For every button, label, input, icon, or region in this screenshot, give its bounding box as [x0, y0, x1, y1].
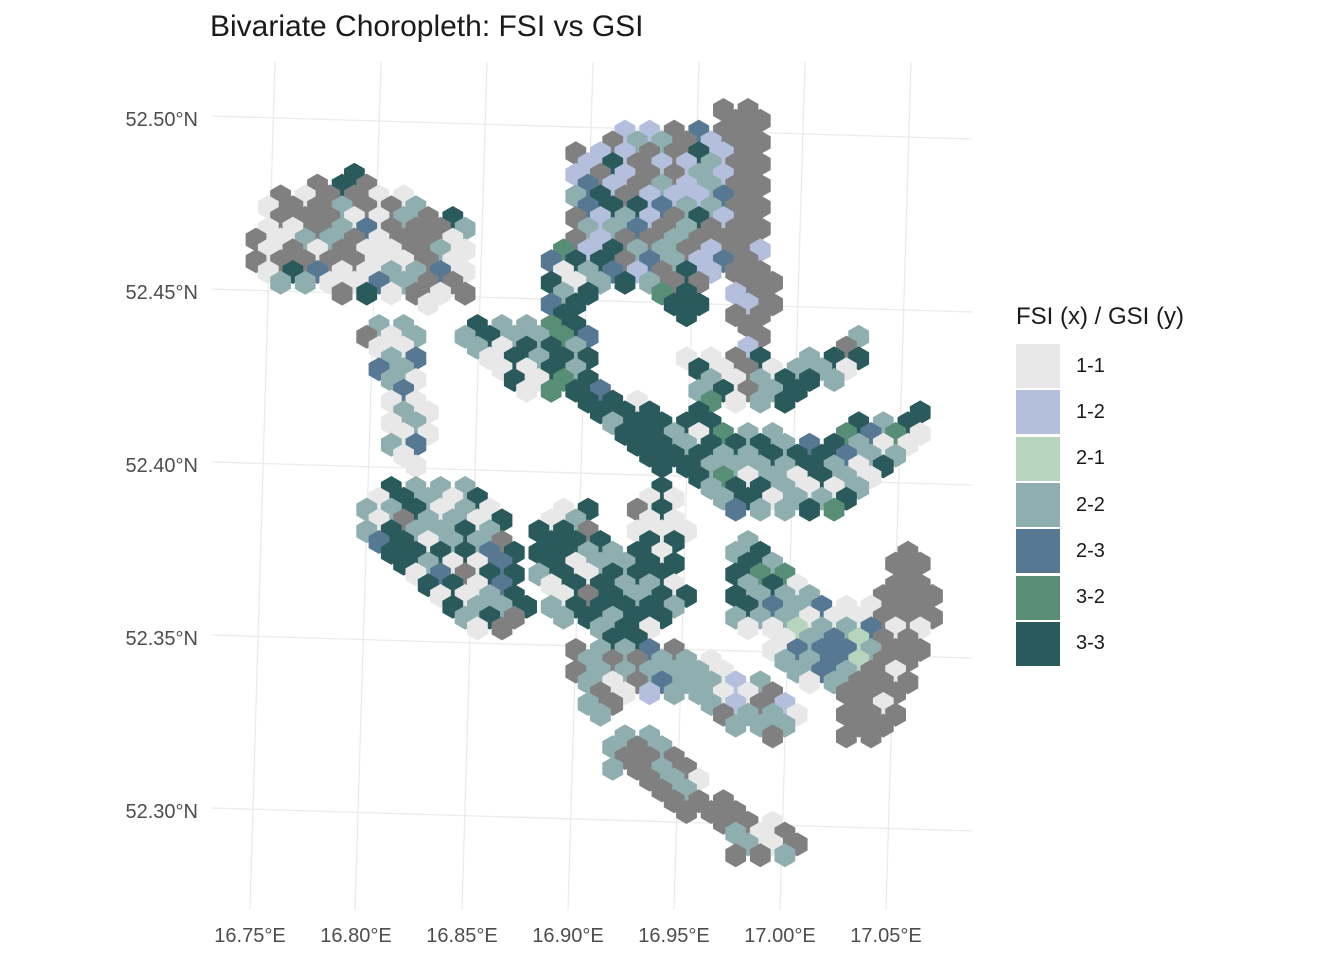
y-tick-label: 52.50°N — [126, 109, 199, 131]
hex-cell — [676, 303, 697, 328]
hex-cell — [799, 670, 820, 695]
legend-item: 3-2 — [1016, 574, 1184, 620]
legend-label: 3-3 — [1076, 632, 1105, 655]
hex-cell — [823, 368, 845, 392]
hex-cell — [774, 389, 796, 414]
legend-swatch — [1016, 575, 1060, 620]
hex-cell — [725, 497, 747, 522]
legend: FSI (x) / GSI (y) 1-1 1-2 2-1 2-2 2-3 3-… — [1016, 303, 1184, 667]
hex-cell — [860, 724, 882, 749]
hex-cell — [762, 724, 783, 749]
hex-cell — [639, 681, 660, 706]
hex-cell — [774, 497, 796, 522]
hex-cell — [799, 497, 820, 522]
hex-cell — [725, 713, 747, 738]
legend-swatch — [1016, 529, 1060, 574]
hex-cell — [725, 389, 747, 414]
hex-cell — [663, 681, 685, 706]
legend-item: 3-3 — [1016, 621, 1184, 667]
legend-swatch — [1016, 344, 1060, 389]
legend-label: 1-2 — [1076, 400, 1105, 423]
legend-item: 1-2 — [1016, 389, 1184, 435]
hex-cell — [749, 389, 771, 414]
x-tick-label: 17.00°E — [744, 925, 815, 947]
x-tick-label: 17.05°E — [850, 925, 921, 947]
hex-cell — [356, 281, 378, 306]
legend-swatch — [1016, 390, 1060, 435]
hex-cell — [454, 281, 476, 306]
y-tick-label: 52.35°N — [126, 628, 199, 650]
legend-swatch — [1016, 483, 1060, 528]
hex-cell — [553, 605, 574, 630]
hex-cell — [725, 843, 747, 868]
hex-cell — [749, 497, 771, 522]
hex-cell — [774, 843, 796, 868]
hex-cell — [270, 270, 291, 295]
x-tick-label: 16.75°E — [214, 925, 285, 947]
hex-cell — [467, 616, 488, 641]
legend-item: 2-2 — [1016, 482, 1184, 528]
legend-label: 1-1 — [1076, 354, 1105, 377]
hex-cell — [540, 378, 562, 403]
legend-label: 2-2 — [1076, 493, 1105, 516]
hex-cell — [405, 454, 427, 479]
hex-cells — [245, 98, 943, 868]
hex-cell — [737, 616, 759, 641]
hex-cell — [602, 756, 624, 781]
legend-label: 2-1 — [1076, 447, 1105, 470]
y-tick-label: 52.40°N — [126, 455, 199, 477]
hex-cell — [749, 843, 771, 868]
hex-cell — [676, 800, 697, 824]
hex-cell — [823, 497, 845, 522]
hex-cell — [380, 281, 402, 306]
x-tick-label: 16.90°E — [532, 925, 603, 947]
legend-label: 2-3 — [1076, 539, 1105, 562]
x-tick-label: 16.95°E — [638, 925, 709, 947]
hex-cell — [651, 454, 673, 479]
legend-label: 3-2 — [1076, 586, 1105, 609]
legend-item: 1-1 — [1016, 343, 1184, 389]
legend-swatch — [1016, 621, 1060, 666]
hex-cell — [491, 616, 513, 641]
hex-cell — [590, 702, 611, 727]
x-tick-label: 16.80°E — [320, 925, 391, 947]
map-title: Bivariate Choropleth: FSI vs GSI — [210, 10, 644, 43]
y-tick-label: 52.30°N — [126, 801, 199, 823]
hex-cell — [516, 378, 537, 403]
hex-cell — [331, 281, 353, 306]
legend-swatch — [1016, 436, 1060, 481]
hex-cell — [614, 270, 636, 295]
legend-item: 2-3 — [1016, 528, 1184, 574]
legend-title: FSI (x) / GSI (y) — [1016, 303, 1184, 330]
y-tick-label: 52.45°N — [126, 282, 199, 304]
legend-item: 2-1 — [1016, 436, 1184, 482]
hex-cell — [294, 270, 316, 295]
hex-cell — [836, 724, 857, 749]
x-tick-label: 16.85°E — [426, 925, 497, 947]
axis-tick-labels: 16.75°E 16.80°E 16.85°E 16.90°E 16.95°E … — [126, 109, 922, 947]
hex-cell — [417, 292, 439, 317]
